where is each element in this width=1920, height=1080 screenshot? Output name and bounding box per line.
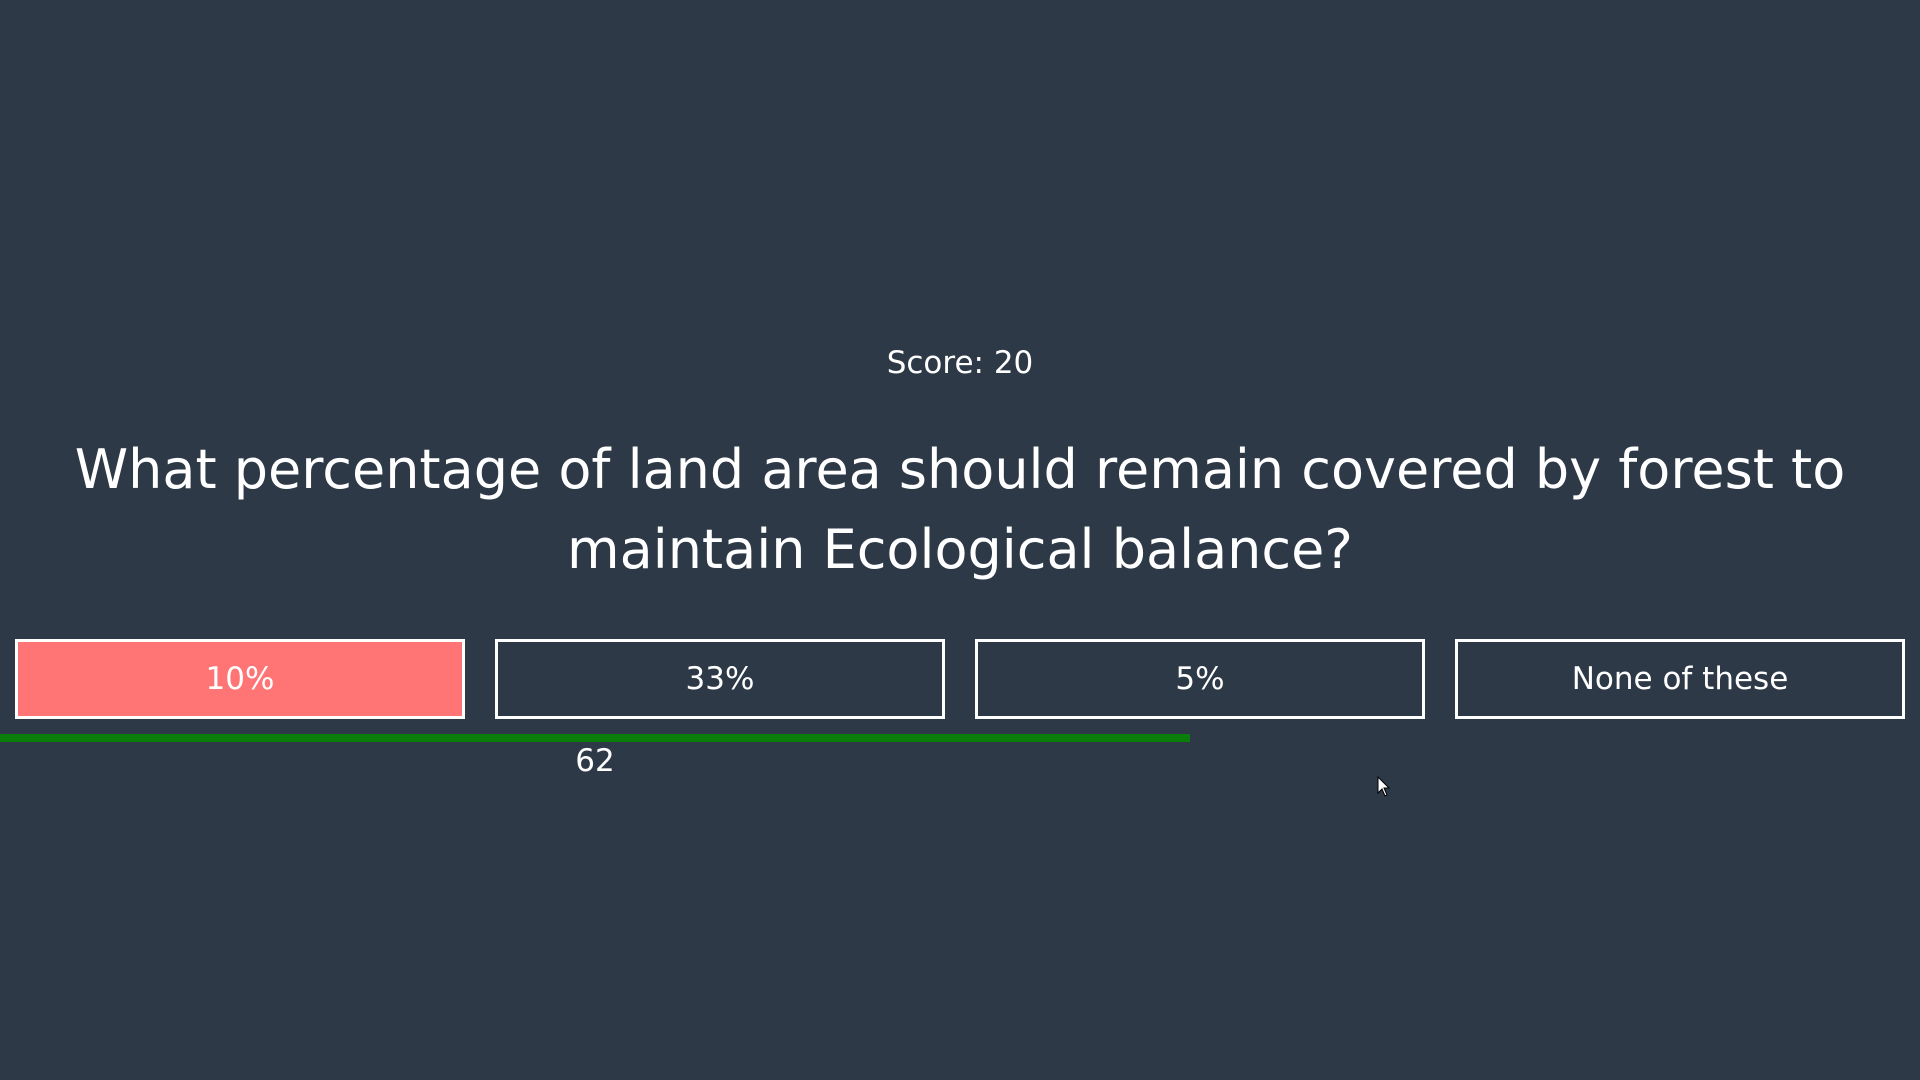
timer-track (0, 734, 1920, 742)
answer-options: 10% 33% 5% None of these (15, 639, 1905, 719)
mouse-pointer-icon (1377, 776, 1391, 797)
question-text: What percentage of land area should rema… (74, 438, 1846, 581)
answer-button-1[interactable]: 10% (15, 639, 465, 719)
timer-countdown: 62 (575, 743, 615, 779)
answer-button-3[interactable]: 5% (975, 639, 1425, 719)
timer-progress-bar (0, 734, 1190, 742)
answer-button-2[interactable]: 33% (495, 639, 945, 719)
score-label: Score: 20 (886, 345, 1034, 381)
answer-button-4[interactable]: None of these (1455, 639, 1905, 719)
